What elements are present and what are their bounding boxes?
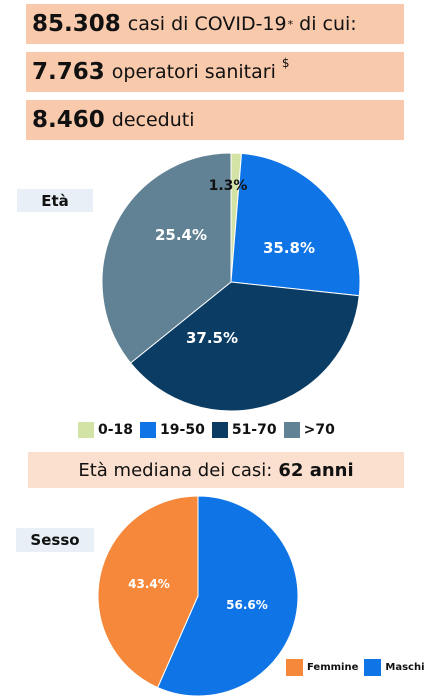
age-legend-item: 19-50 [140,422,205,438]
deaths-banner: 8.460 deceduti [26,100,404,140]
age-legend-swatch [140,422,157,438]
deaths-text: deceduti [111,109,195,131]
age-data-label: 1.3% [209,178,248,194]
age-legend-label: 51-70 [231,422,277,438]
sex-slice-maschi [157,495,299,697]
age-legend-item: >70 [283,422,335,438]
age-legend-item: 51-70 [211,422,277,438]
total-cases-suffix: di cui: [299,13,357,35]
total-cases-number: 85.308 [32,11,121,37]
sex-legend: Femmine Maschi [286,659,426,676]
health-workers-footnote-mark: $ [281,56,290,70]
age-legend-swatch [78,422,94,438]
sex-legend-item: Maschi [364,659,425,676]
sex-legend-label: Femmine [307,662,359,673]
health-workers-text: operatori sanitari [111,61,276,83]
age-data-label: 25.4% [155,226,207,244]
sex-slice-femmine [97,495,199,689]
age-slice-51-70 [129,281,360,412]
sex-legend-item: Femmine [286,659,358,676]
deaths-number: 8.460 [32,107,105,133]
age-legend-swatch [211,422,228,438]
total-cases-text: casi di COVID-19 [127,13,287,35]
health-workers-number: 7.763 [32,59,105,85]
age-legend-label: >70 [303,422,335,438]
age-legend-label: 19-50 [160,422,205,438]
median-age-label: Età mediana dei casi: [78,459,273,481]
age-legend-label: 0-18 [98,422,134,438]
age-legend: 0-18 19-50 51-70 >70 [78,422,342,438]
sex-legend-label: Maschi [385,662,425,673]
median-age-value: 62 anni [278,459,354,481]
sex-legend-swatch [286,659,303,676]
age-data-label: 35.8% [263,239,315,257]
sex-data-label: 43.4% [128,577,170,591]
age-slice--70 [101,152,232,364]
sex-legend-swatch [364,659,382,676]
health-workers-banner: 7.763 operatori sanitari $ [26,52,404,92]
total-cases-footnote-mark: * [287,17,294,31]
age-slice-19-50 [230,152,361,297]
age-legend-swatch [283,422,300,438]
sex-chart-title: Sesso [16,528,94,552]
age-chart-title: Età [17,189,93,212]
sex-data-label: 56.6% [226,598,268,612]
age-legend-item: 0-18 [78,422,133,438]
median-age-banner: Età mediana dei casi: 62 anni [28,452,404,488]
total-cases-banner: 85.308 casi di COVID-19 * di cui: [26,4,404,44]
age-data-label: 37.5% [186,329,238,347]
